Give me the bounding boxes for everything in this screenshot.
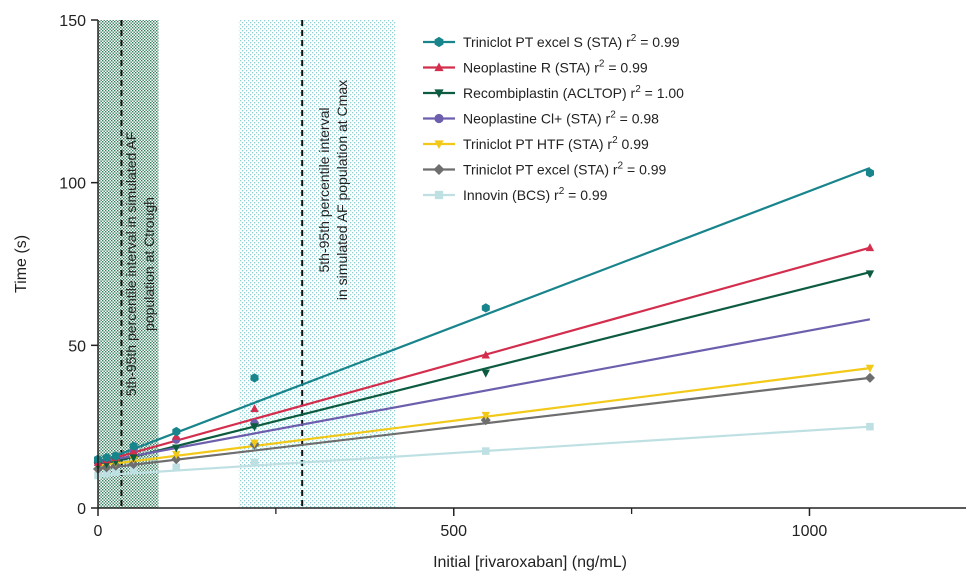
data-point-s0-1	[102, 453, 111, 463]
legend-label-5: Triniclot PT excel (STA) r2 = 0.99	[463, 161, 667, 178]
data-point-s6-4	[172, 463, 181, 472]
legend-label-2: Recombiplastin (ACLTOP) r2 = 1.00	[463, 84, 684, 101]
x-tick-label-2: 1000	[792, 523, 828, 540]
data-point-s2-7	[865, 270, 875, 279]
data-point-s1-7	[865, 243, 875, 252]
legend-marker-1	[434, 62, 444, 72]
data-point-s6-6	[481, 447, 490, 455]
reference-lines	[120, 20, 304, 508]
legend-label-0: Triniclot PT excel S (STA) r2 = 0.99	[463, 33, 680, 50]
data-point-s4-7	[865, 364, 875, 373]
data-point-s5-6	[480, 415, 491, 426]
annotations: 5th-95th percentile interval in simulate…	[123, 80, 350, 396]
data-point-s2-4	[172, 444, 181, 453]
y-tick-label-3: 150	[59, 13, 86, 30]
data-point-s1-6	[481, 350, 490, 359]
data-point-s0-3	[129, 441, 138, 451]
legend-label-6: Innovin (BCS) r2 = 0.99	[463, 186, 608, 203]
cmax-annotation-line2: in simulated AF population at Cmax	[334, 80, 350, 300]
fit-line-3	[97, 318, 871, 464]
data-point-s0-4	[172, 426, 181, 437]
data-point-s5-7	[864, 372, 875, 383]
data-point-s6-7	[866, 422, 874, 431]
y-tick-label-1: 50	[68, 338, 86, 355]
cmax-annotation-line1: 5th-95th percentile interval	[316, 108, 332, 273]
data-point-s0-7	[865, 168, 874, 178]
x-tick-label-1: 500	[440, 523, 467, 540]
legend-marker-0	[434, 36, 444, 48]
legend-marker-3	[434, 113, 444, 124]
fit-line-0	[97, 166, 871, 464]
data-points	[92, 168, 875, 480]
data-point-s4-5	[250, 439, 259, 448]
band-1	[238, 20, 396, 508]
y-axis-label: Time (s)	[13, 235, 30, 293]
ctrough-annotation-line1: 5th-95th percentile interval in simulate…	[123, 132, 139, 397]
legend-label-1: Neoplastine R (STA) r2 = 0.99	[463, 59, 648, 76]
fit-line-2	[97, 271, 871, 467]
data-point-s2-5	[250, 423, 259, 432]
band-0	[98, 20, 159, 508]
legend-marker-5	[433, 163, 445, 176]
y-tick-label-0: 0	[77, 501, 86, 518]
data-point-s5-3	[128, 459, 139, 470]
tick-marks: 0 50 100 150 0 500 1000	[59, 13, 827, 540]
ctrough-annotation-line2: population at Ctrough	[141, 197, 157, 331]
legend-label-3: Neoplastine Cl+ (STA) r2 = 0.98	[463, 110, 659, 127]
legend-marker-4	[434, 140, 444, 150]
shaded-bands	[98, 20, 396, 508]
data-point-s2-3	[129, 454, 138, 463]
data-point-s4-4	[172, 450, 181, 459]
legend: Triniclot PT excel S (STA) r2 = 0.99 Neop…	[423, 33, 684, 203]
data-point-s0-5	[250, 373, 259, 383]
data-point-s1-5	[250, 404, 259, 413]
x-axis-label: Initial [rivaroxaban] (ng/mL)	[433, 554, 627, 571]
axes	[97, 20, 966, 509]
data-point-s0-6	[481, 303, 490, 313]
data-point-s0-2	[111, 451, 120, 461]
data-point-s2-6	[481, 369, 490, 378]
data-point-s5-4	[171, 454, 182, 465]
y-tick-label-2: 100	[59, 176, 86, 193]
data-point-s6-3	[129, 466, 138, 475]
legend-marker-6	[434, 190, 444, 200]
x-tick-label-0: 0	[94, 523, 103, 540]
data-point-s6-5	[250, 458, 259, 467]
legend-marker-2	[434, 89, 444, 99]
fit-lines	[97, 166, 871, 477]
data-point-s6-1	[102, 470, 111, 478]
data-point-s6-2	[112, 468, 120, 476]
legend-label-4: Triniclot PT HTF (STA) r2 0.99	[463, 135, 649, 152]
data-point-s4-6	[481, 411, 490, 420]
